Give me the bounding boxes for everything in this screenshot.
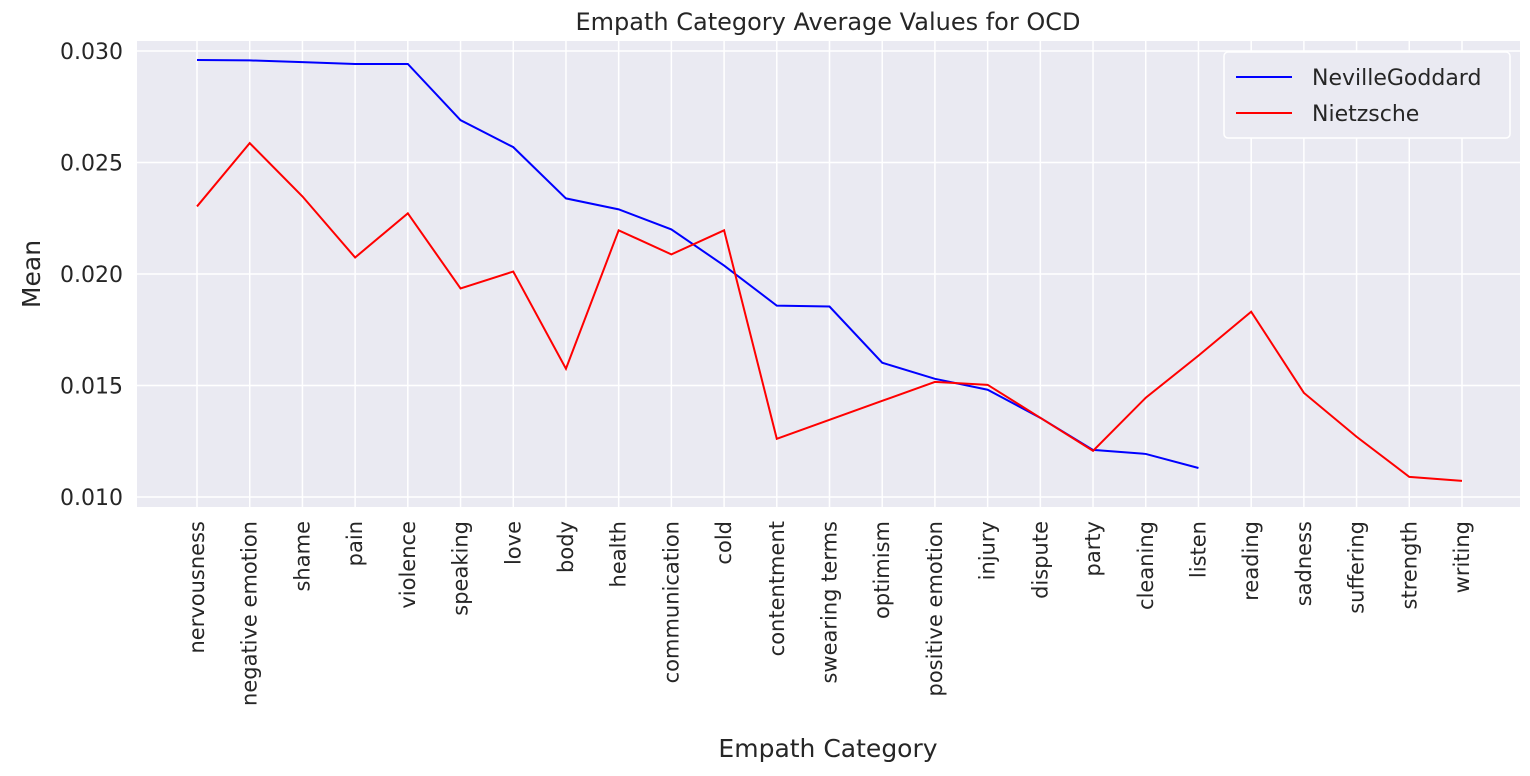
series-line bbox=[196, 141, 1463, 482]
y-tick-label: 0.030 bbox=[60, 40, 123, 65]
x-tick-label: cleaning bbox=[1134, 521, 1158, 610]
legend-box bbox=[1223, 51, 1511, 139]
x-tick-label: reading bbox=[1239, 521, 1263, 601]
y-tick-label: 0.025 bbox=[60, 152, 123, 177]
legend-label: Nietzsche bbox=[1312, 102, 1419, 127]
x-tick-label: speaking bbox=[449, 521, 473, 616]
x-tick-label: injury bbox=[976, 521, 1000, 580]
x-tick-label: dispute bbox=[1028, 521, 1052, 599]
y-tick-label: 0.015 bbox=[60, 374, 123, 399]
x-tick-label: strength bbox=[1397, 521, 1421, 609]
x-tick-label: optimism bbox=[870, 521, 894, 619]
x-tick-label: nervousness bbox=[185, 521, 209, 654]
x-tick-label: health bbox=[607, 521, 631, 587]
x-tick-label: contentment bbox=[765, 521, 789, 656]
x-axis-label: Empath Category bbox=[718, 734, 937, 763]
x-tick-label: body bbox=[554, 521, 578, 573]
x-tick-label: suffering bbox=[1345, 521, 1369, 614]
x-tick-label: negative emotion bbox=[238, 521, 262, 706]
x-tick-label: violence bbox=[396, 521, 420, 609]
y-tick-label: 0.010 bbox=[60, 486, 123, 511]
x-tick-label: listen bbox=[1186, 521, 1210, 578]
chart-title: Empath Category Average Values for OCD bbox=[576, 8, 1081, 36]
y-tick-label: 0.020 bbox=[60, 263, 123, 288]
x-tick-label: communication bbox=[659, 521, 683, 683]
y-axis-label: Mean bbox=[17, 240, 46, 308]
x-tick-label: love bbox=[501, 521, 525, 565]
x-tick-label: swearing terms bbox=[818, 521, 842, 684]
x-tick-label: writing bbox=[1450, 521, 1474, 593]
x-tick-label: cold bbox=[712, 521, 736, 565]
x-tick-label: shame bbox=[290, 521, 314, 592]
legend-label: NevilleGoddard bbox=[1312, 66, 1481, 91]
x-tick-label: party bbox=[1081, 521, 1105, 577]
x-tick-label: pain bbox=[343, 521, 367, 566]
x-tick-label: positive emotion bbox=[923, 521, 947, 697]
x-tick-label: sadness bbox=[1292, 521, 1316, 606]
